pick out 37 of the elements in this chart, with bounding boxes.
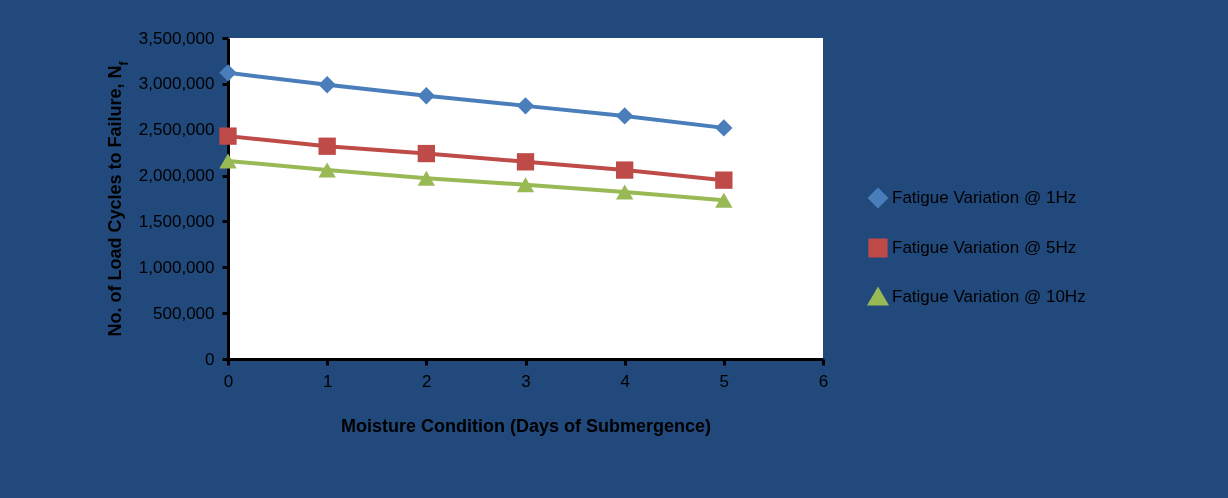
y-tick-label: 1,500,000	[138, 211, 215, 231]
point	[318, 76, 336, 94]
point	[219, 64, 237, 82]
y-tick-label: 2,500,000	[138, 120, 215, 140]
point	[616, 184, 634, 200]
x-tick-label: 0	[223, 371, 234, 391]
point	[715, 192, 733, 208]
x-axis-title: Moisture Condition (Days of Submergence)	[340, 415, 712, 436]
point	[417, 170, 435, 186]
point	[417, 144, 435, 163]
y-tick-label: 3,000,000	[138, 74, 215, 94]
point	[516, 177, 535, 193]
x-tick-label: 2	[422, 371, 432, 391]
point	[318, 137, 336, 155]
x-tick-label: 3	[521, 371, 531, 391]
point	[715, 119, 733, 137]
point	[616, 161, 634, 179]
point	[616, 107, 634, 125]
point	[219, 127, 237, 145]
point	[516, 97, 535, 115]
legend-label: Fatigue Variation @ 10Hz	[892, 287, 1086, 306]
y-tick-label: 500,000	[153, 303, 215, 323]
point	[516, 153, 535, 171]
point	[715, 171, 733, 189]
y-tick-label: 2,000,000	[138, 166, 215, 186]
x-tick-label: 1	[322, 371, 333, 391]
y-tick-label: 3,500,000	[138, 28, 215, 48]
x-tick-label: 6	[818, 371, 829, 391]
legend-label: Fatigue Variation @ 1Hz	[892, 188, 1077, 207]
x-tick-label: 5	[719, 371, 730, 391]
legend-label: Fatigue Variation @ 5Hz	[892, 238, 1077, 257]
x-tick-label: 4	[620, 371, 630, 391]
y-tick-label: 1,000,000	[138, 257, 215, 277]
point	[219, 153, 237, 169]
point	[417, 87, 435, 105]
y-tick-label: 0	[205, 349, 215, 369]
point	[318, 162, 336, 178]
